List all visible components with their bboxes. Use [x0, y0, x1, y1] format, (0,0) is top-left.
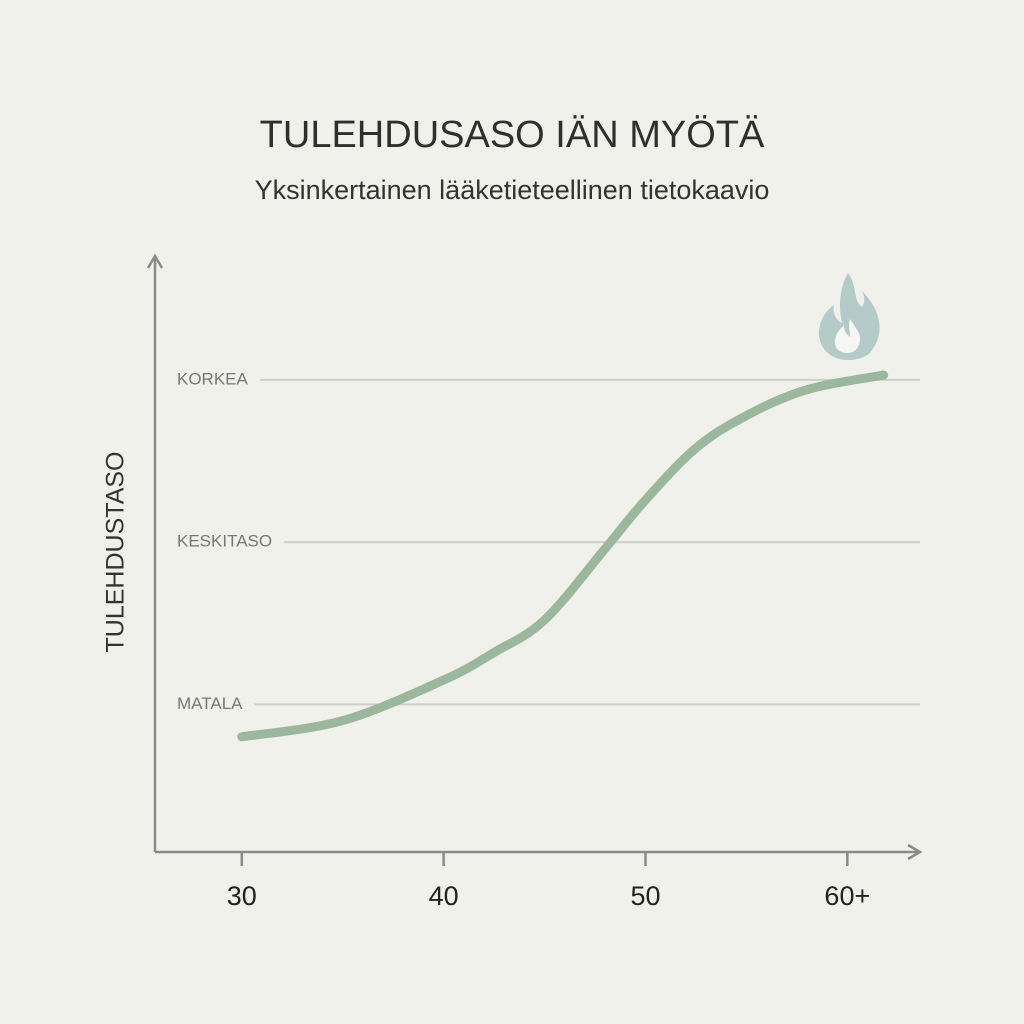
x-tick-label: 50 — [630, 881, 660, 911]
y-axis-arrow — [146, 253, 164, 269]
x-tick-label: 60+ — [824, 881, 870, 911]
chart-title: TULEHDUSASO IÄN MYÖTÄ — [260, 114, 765, 156]
y-tick-label: MATALA — [177, 694, 243, 713]
data-line — [237, 370, 889, 742]
chart-subtitle: Yksinkertainen lääketieteellinen tietoka… — [255, 175, 770, 205]
x-tick-label: 40 — [429, 881, 459, 911]
x-axis-arrow — [907, 843, 923, 861]
y-tick-label: KESKITASO — [177, 532, 272, 551]
x-tick-label: 30 — [227, 881, 257, 911]
flame-icon — [818, 273, 880, 361]
y-tick-label: KORKEA — [177, 369, 249, 388]
y-axis-label: TULEHDUSTASO — [102, 452, 130, 653]
axes — [146, 253, 923, 861]
